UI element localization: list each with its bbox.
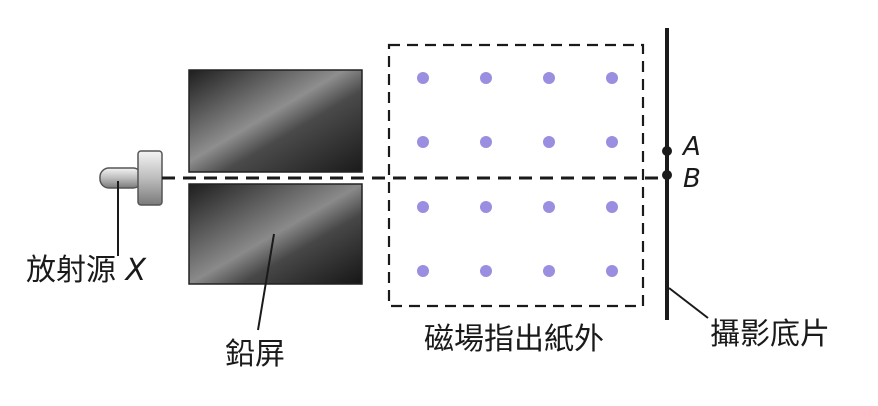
field-dot	[543, 72, 555, 84]
field-dot	[417, 201, 429, 213]
field-dot	[543, 265, 555, 277]
lead-screen-bottom	[188, 183, 363, 285]
lead-screen-label: 鉛屏	[225, 337, 285, 372]
field-dot	[480, 201, 492, 213]
magnetic-field-label: 磁場指出紙外	[424, 322, 604, 357]
source-label-symbol: X	[125, 253, 147, 288]
field-dot	[417, 72, 429, 84]
lead-screen-top	[188, 69, 363, 173]
field-dot	[480, 265, 492, 277]
film-label: 攝影底片	[710, 317, 830, 352]
field-dots	[417, 72, 618, 277]
field-dot	[606, 136, 618, 148]
field-dot	[480, 136, 492, 148]
field-dot	[543, 136, 555, 148]
field-dot	[417, 265, 429, 277]
field-dot	[606, 265, 618, 277]
point-b-marker	[662, 170, 672, 180]
field-dot	[417, 136, 429, 148]
field-dot	[606, 72, 618, 84]
field-dot	[606, 201, 618, 213]
lead-screen-leader-line	[257, 233, 275, 331]
field-dot	[480, 72, 492, 84]
field-dot	[543, 201, 555, 213]
source-label-text: 放射源	[26, 253, 116, 288]
radioactive-source	[99, 150, 163, 206]
magnetic-field-region	[387, 43, 645, 308]
source-label: 放射源 X	[26, 256, 146, 286]
point-b-label: B	[683, 164, 701, 194]
point-a-label: A	[683, 132, 701, 162]
film-leader-line	[668, 287, 709, 319]
point-a-marker	[662, 146, 672, 156]
